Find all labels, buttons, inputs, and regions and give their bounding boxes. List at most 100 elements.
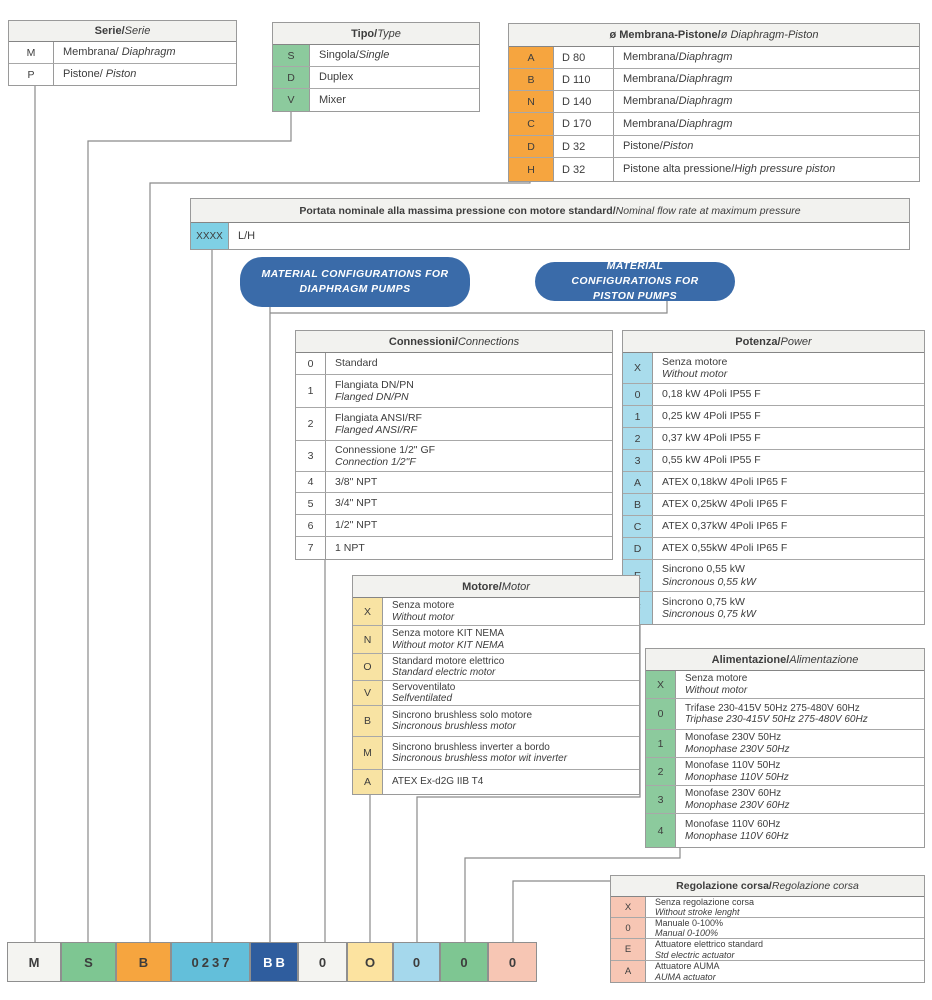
desc-english: Flanged DN/PN [335,391,409,403]
desc-italian: Flangiata DN/PN [335,378,414,391]
title-italian: Regolazione corsa/ [676,880,772,892]
desc-cell: Membrana/Diaphragm [614,91,919,112]
key-cell: 0 [646,699,676,729]
table-motore-title: Motore/Motor [353,576,639,598]
table-serie: Serie/Serie M Membrana/ Diaphragm P Pistone/… [8,20,237,86]
desc-cell: Monofase 110V 50Hz Monophase 110V 50Hz [676,758,924,785]
table-row: D Duplex [273,67,479,89]
table-row: V Servoventilato Selfventilated [353,681,639,706]
desc-italian: L/H [238,229,256,242]
key-cell: XXXX [191,223,229,249]
desc-cell: Senza regolazione corsa Without stroke le… [646,897,924,917]
desc-english: Manual 0-100% [655,928,719,938]
key-cell: D [273,67,310,88]
diameter-cell: D 140 [554,91,614,112]
desc-italian: ATEX Ex-d2G IIB T4 [392,776,484,788]
desc-italian: Flangiata ANSI/RF [335,411,422,424]
desc-italian: 0,18 kW 4Poli IP55 F [662,388,761,401]
desc-italian: Senza motore [685,673,748,684]
desc-cell: Pistone/ Piston [54,64,236,85]
table-row: 2 Monofase 110V 50Hz Monophase 110V 50Hz [646,758,924,786]
desc-english: Sincronous 0,55 kW [662,575,756,588]
key-cell: 0 [623,384,653,405]
desc-cell: Sincrono 0,75 kW Sincronous 0,75 kW [653,592,924,624]
desc-italian: ATEX 0,25kW 4Poli IP65 F [662,498,788,511]
key-cell: B [353,706,383,736]
desc-english: Triphase 230-415V 50Hz 275-480V 60Hz [685,714,868,725]
table-row: X Senza motore Without motor [623,353,924,384]
code-cell-tipo: S [61,942,116,982]
table-row: 2 0,37 kW 4Poli IP55 F [623,428,924,450]
desc-italian: Membrana/ [623,51,679,64]
key-cell: V [273,89,310,111]
desc-cell: Flangiata ANSI/RF Flanged ANSI/RF [326,408,612,440]
desc-italian: Sincrono brushless inverter a bordo [392,741,550,753]
desc-italian: Trifase 230-415V 50Hz 275-480V 60Hz [685,702,860,714]
key-cell: 7 [296,537,326,559]
desc-italian: Standard [335,357,378,370]
title-italian: Connessioni/ [388,335,458,348]
table-alimentazione-title: Alimentazione/Alimentazione [646,649,924,671]
title-italian: Motore/ [462,580,502,593]
key-cell: A [623,472,653,493]
desc-italian: 1 NPT [335,541,365,554]
key-cell: B [623,494,653,515]
desc-italian: 0,37 kW 4Poli IP55 F [662,432,761,445]
title-italian: Portata nominale alla massima pressione … [299,204,616,217]
table-connessioni: Connessioni/Connections 0 Standard 1 Flangia… [295,330,613,560]
desc-cell: Membrana/Diaphragm [614,47,919,68]
desc-english: Connection 1/2"F [335,456,416,468]
key-cell: N [353,626,383,653]
desc-english-inline: Diaphragm [678,73,733,86]
key-cell: H [509,158,554,181]
desc-english-inline: High pressure piston [734,163,836,176]
key-cell: 3 [296,441,326,471]
table-row: A ATEX Ex-d2G IIB T4 [353,770,639,794]
table-row: O Standard motore elettrico Standard elect… [353,654,639,681]
desc-cell: ATEX 0,37kW 4Poli IP65 F [653,516,924,537]
desc-cell: Pistone alta pressione/High pressure pis… [614,158,919,181]
desc-cell: Manuale 0-100% Manual 0-100% [646,918,924,938]
table-row: M Membrana/ Diaphragm [9,42,236,64]
code-cell-portata: 0237 [171,942,250,982]
key-cell: N [509,91,554,112]
table-serie-title: Serie/Serie [9,21,236,42]
title-italian: ø Membrana-Pistone/ [609,29,721,41]
desc-cell: Attuatore AUMA AUMA actuator [646,961,924,982]
table-regolazione: Regolazione corsa/Regolazione corsa X Senz… [610,875,925,983]
desc-italian: Membrana/ [623,117,679,130]
title-english: Connections [457,335,520,348]
table-row: 4 Monofase 110V 60Hz Monophase 110V 60Hz [646,814,924,847]
key-cell: D [509,136,554,157]
key-cell: M [353,737,383,769]
table-row: 3 Monofase 230V 60Hz Monophase 230V 60Hz [646,786,924,814]
key-cell: 2 [646,758,676,785]
table-row: B Sincrono brushless solo motore Sincronou… [353,706,639,737]
table-alimentazione: Alimentazione/Alimentazione X Senza motore… [645,648,925,848]
key-cell: 5 [296,493,326,514]
desc-english: Without stroke lenght [655,907,740,917]
table-motore: Motore/Motor X Senza motore Without motor N S… [352,575,640,795]
desc-english-inline: Piston [102,68,137,81]
desc-italian: 1/2" NPT [335,519,378,532]
desc-cell: Senza motore KIT NEMA Without motor KIT N… [383,626,639,653]
desc-italian: Membrana/ [63,46,119,59]
desc-italian: Senza motore [392,600,455,611]
desc-english: Selfventilated [392,693,453,704]
table-potenza: Potenza/Power X Senza motore Without motor 0… [622,330,925,625]
desc-english: Monophase 110V 50Hz [685,771,789,783]
desc-italian: Pistone alta pressione/ [623,163,735,176]
code-cell-alimentazione: 0 [440,942,488,982]
desc-italian: Senza motore KIT NEMA [392,628,505,639]
desc-italian: 3/4" NPT [335,497,378,510]
key-cell: 6 [296,515,326,536]
desc-cell: 0,18 kW 4Poli IP55 F [653,384,924,405]
desc-english: Sincronous 0,75 kW [662,608,756,620]
desc-cell: ATEX 0,55kW 4Poli IP65 F [653,538,924,559]
title-italian: Potenza/ [735,335,781,348]
desc-english: Standard electric motor [392,667,496,678]
connector-materiali-right [270,301,668,314]
